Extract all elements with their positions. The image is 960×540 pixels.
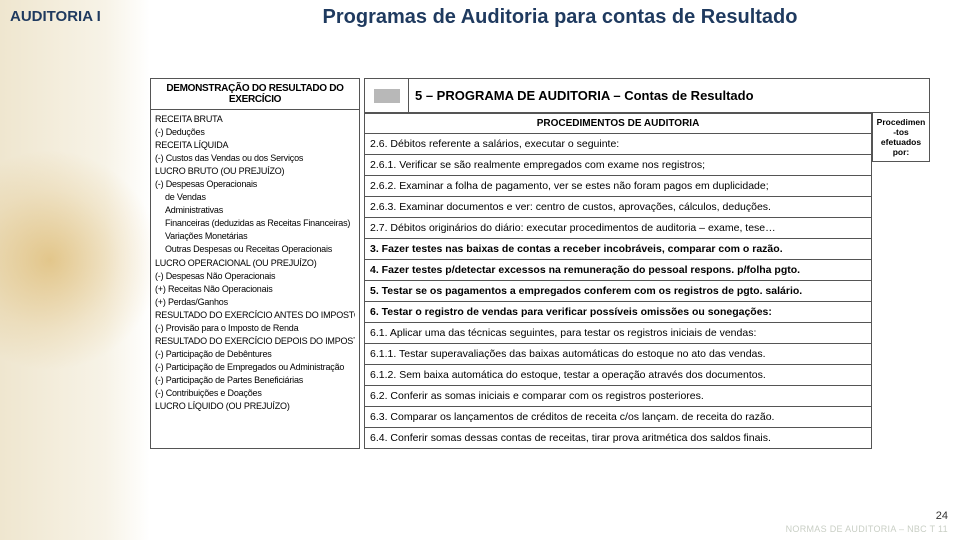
- side-header-line: -tos: [875, 127, 927, 137]
- dre-line: (-) Despesas Operacionais: [155, 178, 355, 191]
- procedure-cell: 2.6. Débitos referente a salários, execu…: [365, 134, 872, 155]
- dre-panel: DEMONSTRAÇÃO DO RESULTADO DO EXERCÍCIO R…: [150, 78, 360, 449]
- table-row: 2.7. Débitos originários do diário: exec…: [365, 218, 872, 239]
- dre-line: (+) Receitas Não Operacionais: [155, 283, 355, 296]
- procedure-cell: 6.3. Comparar os lançamentos de créditos…: [365, 407, 872, 428]
- dre-title: DEMONSTRAÇÃO DO RESULTADO DO EXERCÍCIO: [151, 79, 359, 110]
- table-row: 2.6.3. Examinar documentos e ver: centro…: [365, 197, 872, 218]
- procedure-cell: 2.6.1. Verificar se são realmente empreg…: [365, 155, 872, 176]
- dre-line: RESULTADO DO EXERCÍCIO DEPOIS DO IMPOSTO…: [155, 335, 355, 348]
- content-area: DEMONSTRAÇÃO DO RESULTADO DO EXERCÍCIO R…: [150, 78, 930, 449]
- procedure-cell: 4. Fazer testes p/detectar excessos na r…: [365, 260, 872, 281]
- dre-line: (-) Despesas Não Operacionais: [155, 270, 355, 283]
- dre-line: Financeiras (deduzidas as Receitas Finan…: [155, 217, 355, 230]
- efetuado-por-header: Procedimen-tosefetuadospor:: [872, 113, 930, 162]
- table-row: 6. Testar o registro de vendas para veri…: [365, 302, 872, 323]
- procedure-cell: 3. Fazer testes nas baixas de contas a r…: [365, 239, 872, 260]
- procedure-cell: 6.1. Aplicar uma das técnicas seguintes,…: [365, 323, 872, 344]
- section-title: 5 – PROGRAMA DE AUDITORIA – Contas de Re…: [408, 78, 930, 113]
- procedure-cell: 2.6.3. Examinar documentos e ver: centro…: [365, 197, 872, 218]
- dre-line: RESULTADO DO EXERCÍCIO ANTES DO IMPOSTO …: [155, 309, 355, 322]
- dre-line: Variações Monetárias: [155, 230, 355, 243]
- dre-line: (-) Contribuições e Doações: [155, 387, 355, 400]
- table-row: 6.1.1. Testar superavaliações das baixas…: [365, 344, 872, 365]
- table-row: 4. Fazer testes p/detectar excessos na r…: [365, 260, 872, 281]
- dre-line: (-) Custos das Vendas ou dos Serviços: [155, 152, 355, 165]
- procedure-cell: 6.1.1. Testar superavaliações das baixas…: [365, 344, 872, 365]
- dre-line: (-) Provisão para o Imposto de Renda: [155, 322, 355, 335]
- dre-line: RECEITA LÍQUIDA: [155, 139, 355, 152]
- section-header-icon: [364, 78, 408, 113]
- side-header-line: efetuados: [875, 137, 927, 147]
- page-title: Programas de Auditoria para contas de Re…: [200, 6, 920, 29]
- table-row: 3. Fazer testes nas baixas de contas a r…: [365, 239, 872, 260]
- table-row: 6.1.2. Sem baixa automática do estoque, …: [365, 365, 872, 386]
- dre-line: (-) Participação de Partes Beneficiárias: [155, 374, 355, 387]
- dre-line: (+) Perdas/Ganhos: [155, 296, 355, 309]
- dre-line: (-) Participação de Empregados ou Admini…: [155, 361, 355, 374]
- dre-line-list: RECEITA BRUTA(-) DeduçõesRECEITA LÍQUIDA…: [151, 110, 359, 417]
- procedures-header-row: 5 – PROGRAMA DE AUDITORIA – Contas de Re…: [364, 78, 930, 113]
- procedure-cell: 6.1.2. Sem baixa automática do estoque, …: [365, 365, 872, 386]
- table-row: 6.3. Comparar os lançamentos de créditos…: [365, 407, 872, 428]
- footer: 24 NORMAS DE AUDITORIA – NBC T 11: [786, 510, 948, 534]
- course-label: AUDITORIA I: [10, 8, 101, 25]
- side-header-line: por:: [875, 147, 927, 157]
- dre-line: RECEITA BRUTA: [155, 113, 355, 126]
- dre-line: (-) Participação de Debêntures: [155, 348, 355, 361]
- dre-line: LUCRO LÍQUIDO (OU PREJUÍZO): [155, 400, 355, 413]
- procedure-cell: 5. Testar se os pagamentos a empregados …: [365, 281, 872, 302]
- procedures-panel: 5 – PROGRAMA DE AUDITORIA – Contas de Re…: [364, 78, 930, 449]
- table-row: 6.1. Aplicar uma das técnicas seguintes,…: [365, 323, 872, 344]
- dre-line: Administrativas: [155, 204, 355, 217]
- table-row: 2.6. Débitos referente a salários, execu…: [365, 134, 872, 155]
- procedures-table-header: PROCEDIMENTOS DE AUDITORIA: [365, 114, 872, 134]
- table-row: 6.4. Conferir somas dessas contas de rec…: [365, 428, 872, 449]
- dre-line: Outras Despesas ou Receitas Operacionais: [155, 243, 355, 256]
- procedure-cell: 2.7. Débitos originários do diário: exec…: [365, 218, 872, 239]
- procedures-table: PROCEDIMENTOS DE AUDITORIA 2.6. Débitos …: [364, 113, 872, 449]
- table-row: 5. Testar se os pagamentos a empregados …: [365, 281, 872, 302]
- procedure-cell: 6.2. Conferir as somas iniciais e compar…: [365, 386, 872, 407]
- footer-faint-text: NORMAS DE AUDITORIA – NBC T 11: [786, 524, 948, 534]
- placeholder-icon: [374, 89, 400, 103]
- procedure-cell: 2.6.2. Examinar a folha de pagamento, ve…: [365, 176, 872, 197]
- dre-line: LUCRO BRUTO (OU PREJUÍZO): [155, 165, 355, 178]
- side-header-line: Procedimen: [875, 117, 927, 127]
- page-number: 24: [786, 510, 948, 522]
- dre-line: (-) Deduções: [155, 126, 355, 139]
- table-row: 6.2. Conferir as somas iniciais e compar…: [365, 386, 872, 407]
- dre-line: de Vendas: [155, 191, 355, 204]
- table-row: 2.6.2. Examinar a folha de pagamento, ve…: [365, 176, 872, 197]
- dre-line: LUCRO OPERACIONAL (OU PREJUÍZO): [155, 257, 355, 270]
- procedure-cell: 6. Testar o registro de vendas para veri…: [365, 302, 872, 323]
- procedures-body: PROCEDIMENTOS DE AUDITORIA 2.6. Débitos …: [364, 113, 930, 449]
- side-column: Procedimen-tosefetuadospor:: [872, 113, 930, 449]
- table-row: 2.6.1. Verificar se são realmente empreg…: [365, 155, 872, 176]
- decorative-lens-background: [0, 0, 150, 540]
- procedure-cell: 6.4. Conferir somas dessas contas de rec…: [365, 428, 872, 449]
